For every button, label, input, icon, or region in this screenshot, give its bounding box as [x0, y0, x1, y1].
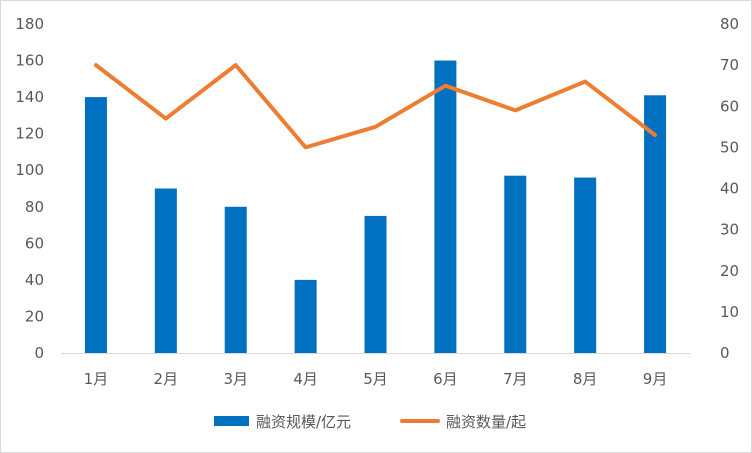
bar-9	[644, 95, 667, 354]
x-tick-label: 4月	[293, 370, 318, 388]
bar-series	[84, 60, 667, 354]
line-series	[93, 63, 658, 150]
left-y-tick-label: 60	[25, 234, 44, 252]
right-y-tick-label: 70	[720, 56, 739, 74]
bar-1	[84, 97, 107, 353]
right-y-tick-label: 50	[720, 138, 739, 156]
right-y-tick-label: 0	[720, 344, 730, 362]
right-y-tick-label: 60	[720, 97, 739, 115]
left-y-tick-label: 160	[15, 52, 44, 70]
right-y-tick-label: 30	[720, 221, 739, 239]
legend: 融资规模/亿元 融资数量/起	[214, 413, 526, 431]
left-y-tick-label: 100	[15, 161, 44, 179]
bar-3	[224, 206, 247, 353]
left-y-tick-label: 20	[25, 307, 44, 325]
x-tick-label: 5月	[363, 370, 388, 388]
left-y-tick-label: 140	[15, 88, 44, 106]
x-tick-label: 3月	[223, 370, 248, 388]
right-y-tick-label: 10	[720, 303, 739, 321]
bar-2	[154, 188, 177, 353]
bar-6	[434, 60, 457, 354]
x-tick-label: 7月	[503, 370, 528, 388]
left-y-tick-label: 80	[25, 198, 44, 216]
bar-7	[504, 175, 527, 353]
left-y-tick-label: 40	[25, 271, 44, 289]
x-axis-ticks: 1月 2月 3月 4月 5月 6月 7月 8月 9月	[84, 370, 668, 388]
right-y-tick-label: 20	[720, 262, 739, 280]
legend-label-line: 融资数量/起	[446, 413, 526, 431]
right-y-tick-label: 40	[720, 180, 739, 198]
bar-8	[574, 177, 597, 353]
left-y-tick-label: 120	[15, 125, 44, 143]
right-y-tick-label: 80	[720, 15, 739, 33]
left-y-axis-ticks: 0 20 40 60 80 100 120 140 160 180	[15, 15, 44, 362]
x-tick-label: 9月	[643, 370, 668, 388]
legend-swatch-bar	[214, 416, 249, 426]
bar-5	[364, 215, 387, 353]
x-tick-label: 1月	[84, 370, 109, 388]
left-y-tick-label: 0	[34, 344, 44, 362]
right-y-axis-ticks: 0 10 20 30 40 50 60 70 80	[720, 15, 739, 362]
x-tick-label: 8月	[573, 370, 598, 388]
x-tick-label: 2月	[154, 370, 179, 388]
left-y-tick-label: 180	[15, 15, 44, 33]
bar-4	[294, 279, 317, 353]
x-tick-label: 6月	[433, 370, 458, 388]
legend-label-bar: 融资规模/亿元	[256, 413, 351, 431]
